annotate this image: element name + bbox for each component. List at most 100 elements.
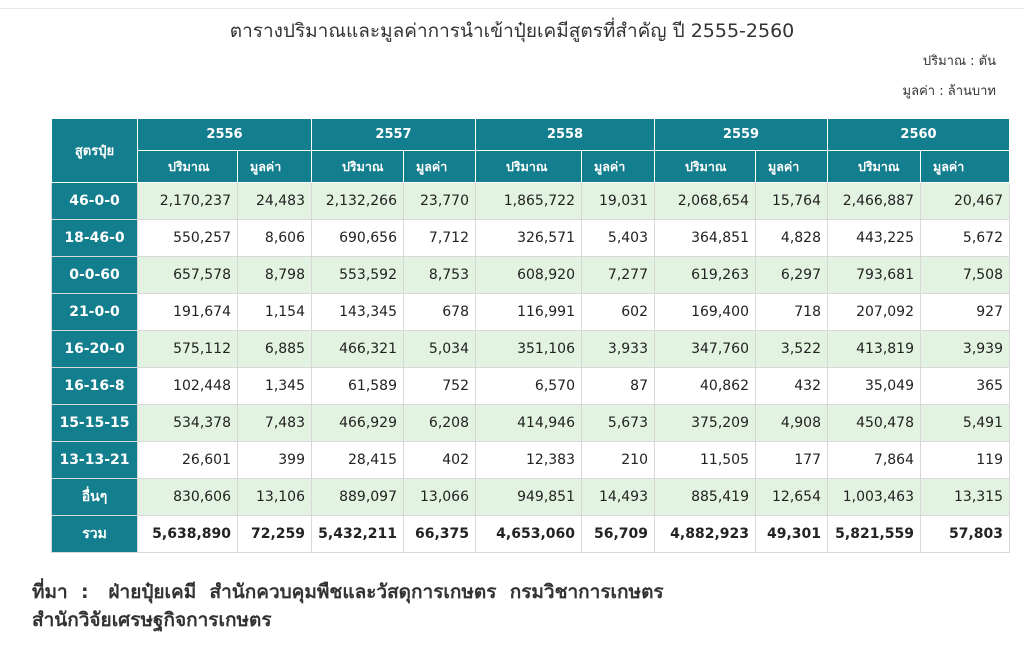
quantity-cell: 35,049 xyxy=(827,367,921,405)
quantity-cell: 657,578 xyxy=(137,256,238,294)
value-cell: 752 xyxy=(403,367,476,405)
value-cell: 927 xyxy=(920,293,1010,331)
value-cell: 1,154 xyxy=(237,293,312,331)
value-cell: 6,208 xyxy=(403,404,476,442)
quantity-cell: 102,448 xyxy=(137,367,238,405)
page-title: ตารางปริมาณและมูลค่าการนำเข้าปุ๋ยเคมีสูต… xyxy=(229,20,795,42)
quantity-cell: 116,991 xyxy=(475,293,582,331)
quantity-cell: 169,400 xyxy=(654,293,756,331)
value-cell: 49,301 xyxy=(755,515,828,553)
quantity-cell: 885,419 xyxy=(654,478,756,516)
value-column-header: มูลค่า xyxy=(237,150,312,183)
value-cell: 3,939 xyxy=(920,330,1010,368)
value-cell: 1,345 xyxy=(237,367,312,405)
top-divider xyxy=(0,8,1024,9)
value-cell: 432 xyxy=(755,367,828,405)
value-cell: 7,508 xyxy=(920,256,1010,294)
quantity-cell: 6,570 xyxy=(475,367,582,405)
value-cell: 87 xyxy=(581,367,655,405)
value-cell: 23,770 xyxy=(403,182,476,220)
year-header: 2559 xyxy=(654,118,828,151)
quantity-cell: 1,003,463 xyxy=(827,478,921,516)
value-cell: 210 xyxy=(581,441,655,479)
formula-label: อื่นๆ xyxy=(51,478,138,516)
year-header: 2556 xyxy=(137,118,312,151)
quantity-cell: 2,132,266 xyxy=(311,182,404,220)
value-cell: 13,106 xyxy=(237,478,312,516)
quantity-cell: 575,112 xyxy=(137,330,238,368)
table-row: 0-0-60 657,578 8,798 553,592 8,753 608,920 7,2… xyxy=(51,256,1010,294)
quantity-cell: 2,170,237 xyxy=(137,182,238,220)
value-cell: 14,493 xyxy=(581,478,655,516)
formula-label: 46-0-0 xyxy=(51,182,138,220)
value-cell: 5,673 xyxy=(581,404,655,442)
table-row: 15-15-15 534,378 7,483 466,929 6,208 414,946 5… xyxy=(51,404,1010,442)
formula-label: 16-20-0 xyxy=(51,330,138,368)
table-row: 46-0-0 2,170,237 24,483 2,132,266 23,770 1,86… xyxy=(51,182,1010,220)
value-cell: 3,522 xyxy=(755,330,828,368)
quantity-cell: 793,681 xyxy=(827,256,921,294)
table-row: อื่นๆ 830,606 13,106 889,097 13,066 949,851 14… xyxy=(51,478,1010,516)
formula-label: 15-15-15 xyxy=(51,404,138,442)
quantity-cell: 443,225 xyxy=(827,219,921,257)
formula-label: 18-46-0 xyxy=(51,219,138,257)
value-column-header: มูลค่า xyxy=(920,150,1010,183)
quantity-cell: 553,592 xyxy=(311,256,404,294)
quantity-cell: 466,929 xyxy=(311,404,404,442)
value-cell: 5,403 xyxy=(581,219,655,257)
quantity-cell: 26,601 xyxy=(137,441,238,479)
metric-header-row: ปริมาณ มูลค่า ปริมาณ มูลค่า ปริมาณ มูลค่… xyxy=(52,150,1010,183)
table-row: 18-46-0 550,257 8,606 690,656 7,712 326,571 5,… xyxy=(51,219,1010,257)
quantity-cell: 889,097 xyxy=(311,478,404,516)
table-row: 21-0-0 191,674 1,154 143,345 678 116,991 602 16… xyxy=(51,293,1010,331)
quantity-cell: 326,571 xyxy=(475,219,582,257)
value-cell: 7,712 xyxy=(403,219,476,257)
year-header: 2558 xyxy=(475,118,655,151)
quantity-cell: 534,378 xyxy=(137,404,238,442)
quantity-cell: 690,656 xyxy=(311,219,404,257)
quantity-cell: 364,851 xyxy=(654,219,756,257)
source-line-2: สำนักวิจัยเศรษฐกิจการเกษตร xyxy=(32,609,272,631)
quantity-cell: 619,263 xyxy=(654,256,756,294)
value-cell: 4,908 xyxy=(755,404,828,442)
quantity-cell: 450,478 xyxy=(827,404,921,442)
value-column-header: มูลค่า xyxy=(755,150,828,183)
quantity-cell: 11,505 xyxy=(654,441,756,479)
quantity-cell: 207,092 xyxy=(827,293,921,331)
quantity-cell: 351,106 xyxy=(475,330,582,368)
value-cell: 8,753 xyxy=(403,256,476,294)
fertilizer-import-table: สูตรปุ๋ย 2556 2557 2558 2559 2560 ปริมาณ… xyxy=(51,118,1010,553)
value-cell: 5,672 xyxy=(920,219,1010,257)
value-cell: 66,375 xyxy=(403,515,476,553)
year-header: 2557 xyxy=(311,118,476,151)
formula-label: 13-13-21 xyxy=(51,441,138,479)
value-cell: 19,031 xyxy=(581,182,655,220)
formula-label: 16-16-8 xyxy=(51,367,138,405)
value-cell: 177 xyxy=(755,441,828,479)
quantity-cell: 830,606 xyxy=(137,478,238,516)
value-cell: 119 xyxy=(920,441,1010,479)
value-cell: 20,467 xyxy=(920,182,1010,220)
value-cell: 8,798 xyxy=(237,256,312,294)
table-row: 13-13-21 26,601 399 28,415 402 12,383 210 11,50… xyxy=(51,441,1010,479)
value-cell: 57,803 xyxy=(920,515,1010,553)
value-cell: 7,483 xyxy=(237,404,312,442)
table-body: 46-0-0 2,170,237 24,483 2,132,266 23,770 1,86… xyxy=(51,182,1010,553)
formula-label: รวม xyxy=(51,515,138,553)
quantity-cell: 550,257 xyxy=(137,219,238,257)
quantity-cell: 414,946 xyxy=(475,404,582,442)
quantity-cell: 61,589 xyxy=(311,367,404,405)
unit-quantity-label: ปริมาณ : ตัน xyxy=(922,54,996,69)
value-cell: 15,764 xyxy=(755,182,828,220)
value-cell: 6,885 xyxy=(237,330,312,368)
quantity-column-header: ปริมาณ xyxy=(475,150,582,183)
source-line-1: ที่มา : ฝ่ายปุ๋ยเคมี สำนักควบคุมพืชและวั… xyxy=(32,581,664,603)
quantity-cell: 191,674 xyxy=(137,293,238,331)
formula-column-header: สูตรปุ๋ย xyxy=(51,118,138,183)
quantity-column-header: ปริมาณ xyxy=(137,150,238,183)
value-cell: 8,606 xyxy=(237,219,312,257)
source-note: ที่มา : ฝ่ายปุ๋ยเคมี สำนักควบคุมพืชและวั… xyxy=(32,578,664,634)
value-cell: 12,654 xyxy=(755,478,828,516)
quantity-cell: 28,415 xyxy=(311,441,404,479)
value-cell: 365 xyxy=(920,367,1010,405)
